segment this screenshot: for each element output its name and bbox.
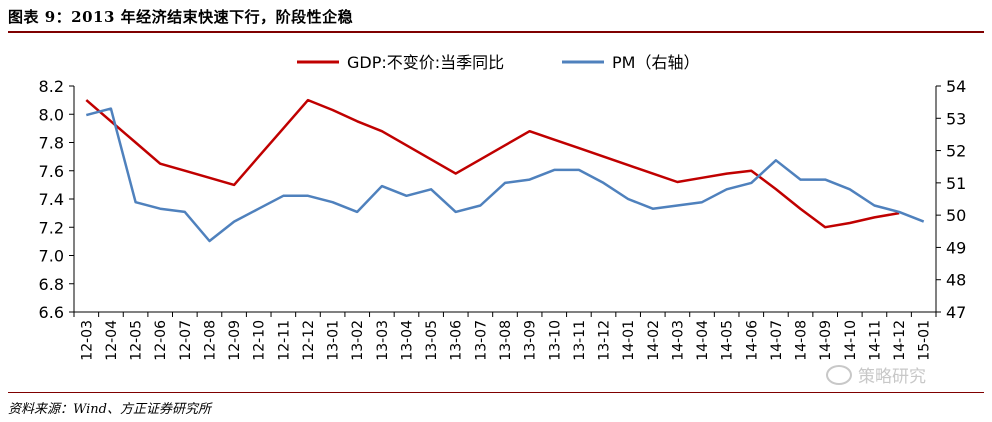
x-tick-label: 12-06 [153, 320, 169, 361]
x-tick-label: 12-11 [276, 320, 292, 361]
left-tick-label: 6.6 [39, 303, 64, 322]
left-tick-label: 8.0 [39, 105, 64, 124]
left-tick-label: 7.0 [39, 247, 64, 266]
left-tick-label: 8.2 [39, 77, 64, 96]
chart-legend: GDP:不变价:当季同比 PM（右轴） [297, 53, 699, 72]
x-tick-label: 14-01 [621, 320, 637, 361]
right-tick-label: 54 [946, 77, 966, 96]
x-tick-label: 12-09 [227, 320, 243, 361]
x-tick-label: 13-03 [375, 320, 391, 361]
right-tick-label: 49 [946, 238, 966, 257]
footer-rule [8, 392, 984, 393]
x-tick-label: 14-09 [818, 320, 834, 361]
legend-label-2: PM（右轴） [612, 53, 699, 72]
x-tick-label: 13-12 [597, 320, 613, 361]
x-tick-label: 13-04 [399, 320, 415, 361]
right-tick-label: 48 [946, 271, 966, 290]
left-tick-label: 7.6 [39, 162, 64, 181]
x-tick-label: 13-10 [547, 320, 563, 361]
x-tick-label: 14-03 [670, 320, 686, 361]
chart-title: 图表 9：2013 年经济结束快速下行，阶段性企稳 [8, 8, 354, 26]
series-line-1 [85, 98, 900, 229]
watermark-text: 策略研究 [858, 367, 926, 387]
left-tick-label: 6.8 [39, 275, 64, 294]
line-chart: 6.6 6.8 7.0 7.2 7.4 7.6 7.8 8.0 8.2 47 48 49 50 51 52 5… [39, 53, 967, 361]
watermark: 策略研究 [826, 362, 926, 387]
x-tick-label: 14-11 [867, 320, 883, 361]
x-tick-label: 12-05 [129, 320, 145, 361]
right-tick-label: 47 [946, 303, 966, 322]
x-tick-label: 14-12 [892, 320, 908, 361]
x-tick-label: 12-03 [79, 320, 95, 361]
right-tick-label: 51 [946, 174, 966, 193]
x-tick-label: 14-05 [720, 320, 736, 361]
x-tick-label: 15-01 [917, 320, 933, 361]
x-tick-label: 12-04 [104, 320, 120, 361]
left-tick-label: 7.4 [39, 190, 64, 209]
right-tick-label: 50 [946, 206, 966, 225]
x-tick-label: 14-02 [646, 320, 662, 361]
x-tick-label: 13-11 [572, 320, 588, 361]
x-tick-label: 13-05 [424, 320, 440, 361]
x-tick-label: 13-09 [523, 320, 539, 361]
left-tick-label: 7.8 [39, 134, 64, 153]
series-line-2 [85, 107, 925, 243]
x-tick-label: 12-12 [301, 320, 317, 361]
x-tick-label: 12-10 [252, 320, 268, 361]
x-tick-label: 14-08 [794, 320, 810, 361]
x-tick-label: 14-10 [843, 320, 859, 361]
source-note: 资料来源：Wind、方正证券研究所 [8, 402, 211, 417]
right-tick-label: 52 [946, 142, 966, 161]
x-tick-label: 13-07 [473, 320, 489, 361]
x-tick-label: 13-06 [449, 320, 465, 361]
x-tick-label: 13-08 [498, 320, 514, 361]
x-tick-label: 12-07 [178, 320, 194, 361]
x-tick-label: 14-04 [695, 320, 711, 361]
x-tick-label: 14-06 [744, 320, 760, 361]
chart-lines [85, 98, 925, 243]
x-tick-label: 14-07 [769, 320, 785, 361]
legend-label-1: GDP:不变价:当季同比 [347, 53, 504, 72]
title-rule [8, 31, 984, 33]
x-tick-label: 13-01 [326, 320, 342, 361]
right-tick-label: 53 [946, 109, 966, 128]
chart-axes: 6.6 6.8 7.0 7.2 7.4 7.6 7.8 8.0 8.2 47 48 49 50 51 52 5… [39, 77, 967, 361]
left-tick-label: 7.2 [39, 218, 64, 237]
x-tick-label: 12-08 [202, 320, 218, 361]
x-tick-label: 13-02 [350, 320, 366, 361]
wechat-icon [826, 365, 852, 385]
